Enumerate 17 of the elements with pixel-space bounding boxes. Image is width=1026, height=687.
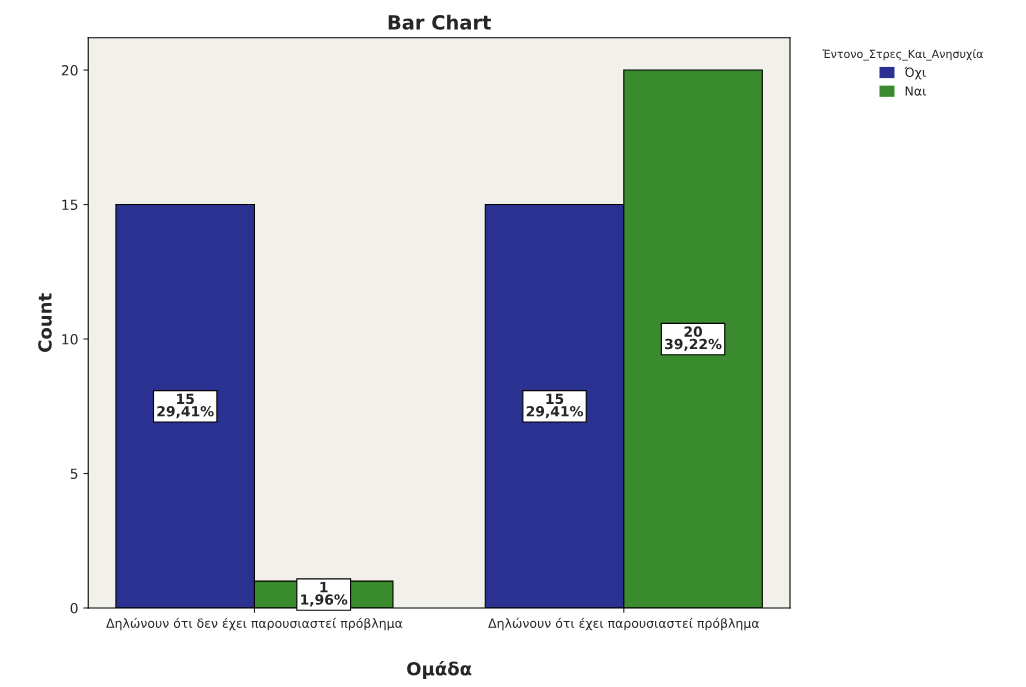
y-tick-label: 20 [61, 65, 78, 76]
y-tick-label: 0 [70, 602, 78, 614]
x-axis-title: Ομάδα [407, 660, 472, 680]
data-label: 20 39,22% [665, 326, 722, 352]
legend-label: Ναι [905, 86, 926, 96]
x-tick-label: Δηλώνουν ότι έχει παρουσιαστεί πρόβλημα [488, 617, 759, 631]
data-label: 1 1,96% [301, 582, 348, 607]
data-label: 15 29,41% [157, 393, 214, 419]
y-axis-title: Count [38, 293, 52, 352]
legend-title: Έντονο_Στρες_Και_Ανησυχία [822, 49, 983, 61]
y-tick-label: 5 [70, 468, 78, 479]
y-tick-label: 15 [62, 199, 78, 211]
y-tick-label: 10 [62, 334, 78, 345]
legend-label: Όχι [904, 66, 926, 80]
chart-title: Bar Chart [388, 14, 491, 30]
x-tick-label: Δηλώνουν ότι δεν έχει παρουσιαστεί πρόβλημα [106, 617, 403, 631]
data-label: 15 29,41% [526, 393, 584, 419]
